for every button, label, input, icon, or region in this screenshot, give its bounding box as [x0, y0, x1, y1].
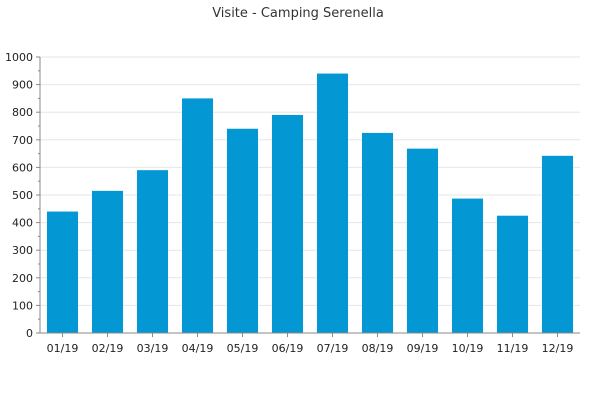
bar-08-19 [361, 132, 394, 333]
x-tick-label-12-19: 12/19 [542, 342, 574, 355]
grid [40, 56, 580, 306]
y-tick-label-200: 200 [12, 272, 33, 285]
x-tick-label-01-19: 01/19 [47, 342, 79, 355]
bar-03-19 [136, 170, 169, 333]
y-tick-labels: 0 100 200 300 400 500 600 700 800 900 1000 [5, 51, 33, 340]
x-tick-label-11-19: 11/19 [497, 342, 529, 355]
y-tick-label-1000: 1000 [5, 51, 33, 64]
bars [46, 73, 574, 334]
y-tick-label-400: 400 [12, 217, 33, 230]
chart-title: Visite - Camping Serenella [212, 6, 384, 21]
bar-04-19 [181, 98, 214, 334]
y-tick-label-100: 100 [12, 299, 33, 312]
bar-02-19 [91, 190, 124, 333]
bar-06-19 [271, 114, 304, 334]
bar-09-19 [406, 148, 439, 333]
bar-01-19 [46, 211, 79, 333]
x-tick-labels: 01/19 02/19 03/19 04/19 05/19 06/19 07/19 08/19… [47, 342, 574, 355]
y-tick-label-300: 300 [12, 244, 33, 257]
bar-12-19 [541, 155, 574, 333]
y-tick-label-700: 700 [12, 134, 33, 147]
x-tick-label-08-19: 08/19 [362, 342, 394, 355]
x-tick-label-09-19: 09/19 [407, 342, 439, 355]
y-tick-label-500: 500 [12, 189, 33, 202]
y-tick-label-600: 600 [12, 161, 33, 174]
bar-10-19 [451, 198, 484, 333]
x-tick-label-04-19: 04/19 [182, 342, 214, 355]
x-tick-label-10-19: 10/19 [452, 342, 484, 355]
axes [36, 56, 580, 337]
x-tick-label-02-19: 02/19 [92, 342, 124, 355]
bar-11-19 [496, 215, 529, 333]
y-tick-label-900: 900 [12, 79, 33, 92]
x-tick-label-07-19: 07/19 [317, 342, 349, 355]
bar-07-19 [316, 73, 349, 333]
y-tick-label-0: 0 [26, 327, 33, 340]
x-tick-label-06-19: 06/19 [272, 342, 304, 355]
x-tick-label-03-19: 03/19 [137, 342, 169, 355]
y-tick-label-800: 800 [12, 106, 33, 119]
x-tick-label-05-19: 05/19 [227, 342, 259, 355]
bar-05-19 [226, 128, 259, 333]
